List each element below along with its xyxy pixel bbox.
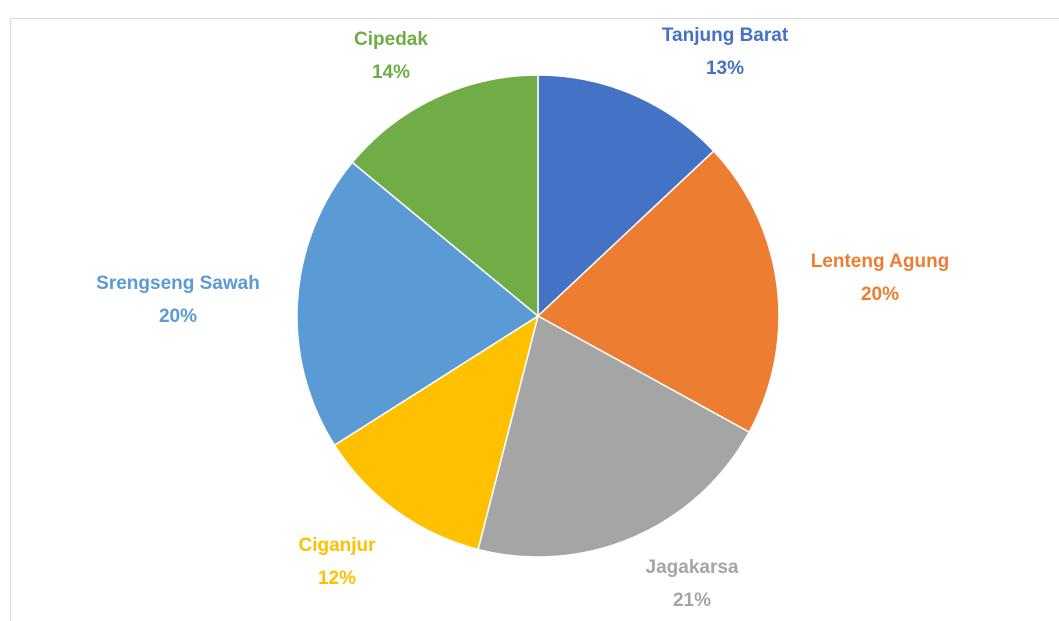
slice-value-label: 13% — [706, 58, 744, 79]
pie-slice — [537, 74, 715, 318]
slice-label: Ciganjur — [298, 535, 376, 556]
slice-value-label: 20% — [861, 284, 899, 305]
slice-label: Lenteng Agung — [811, 251, 950, 272]
slice-label: Srengseng Sawah — [96, 273, 260, 294]
slice-value-label: 12% — [318, 568, 356, 589]
pie-slice — [296, 161, 540, 447]
pie-slice — [477, 314, 751, 558]
pie-slice — [351, 74, 539, 318]
pie-slice — [536, 149, 780, 434]
slice-label: Cipedak — [354, 29, 428, 50]
slice-label: Jagakarsa — [646, 557, 739, 578]
slice-value-label: 14% — [372, 62, 410, 83]
slice-label: Tanjung Barat — [662, 25, 789, 46]
slice-value-label: 20% — [159, 306, 197, 327]
pie-slice — [333, 314, 540, 551]
slice-value-label: 21% — [673, 590, 711, 611]
